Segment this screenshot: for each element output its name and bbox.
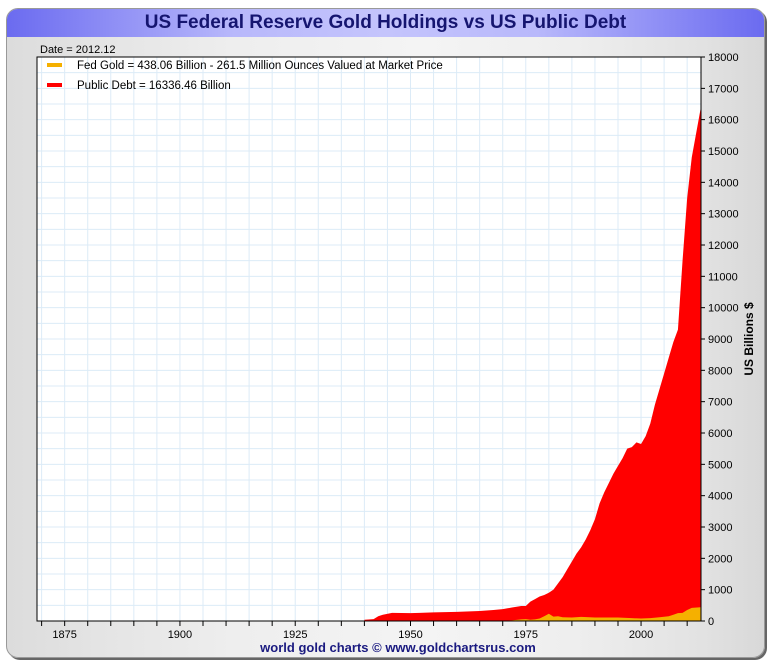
chart-title: US Federal Reserve Gold Holdings vs US P…: [144, 12, 627, 33]
date-label: Date = 2012.12: [40, 44, 116, 56]
y-tick-label: 5000: [708, 459, 732, 471]
y-tick-label: 17000: [708, 83, 739, 95]
y-tick-label: 15000: [708, 146, 739, 158]
x-tick-label: 2000: [629, 629, 653, 641]
x-tick-label: 1900: [168, 629, 192, 641]
y-tick-label: 7000: [708, 397, 732, 409]
x-tick-label: 1925: [283, 629, 307, 641]
y-tick-label: 11000: [708, 271, 738, 283]
y-tick-label: 4000: [708, 491, 732, 503]
y-tick-label: 3000: [708, 522, 732, 534]
y-tick-label: 10000: [708, 303, 739, 315]
y-tick-label: 2000: [708, 553, 732, 565]
legend-entry: Fed Gold = 438.06 Billion - 261.5 Millio…: [77, 60, 443, 72]
title-bar: US Federal Reserve Gold Holdings vs US P…: [7, 9, 764, 37]
y-tick-label: 8000: [708, 365, 732, 377]
y-tick-label: 18000: [708, 52, 739, 64]
legend-entry: Public Debt = 16336.46 Billion: [77, 80, 231, 92]
legend-swatch: [47, 83, 62, 87]
y-tick-label: 16000: [708, 115, 739, 127]
y-tick-label: 6000: [708, 428, 732, 440]
footer-credit: world gold charts © www.goldchartsrus.co…: [259, 640, 536, 655]
legend-swatch: [47, 63, 62, 67]
y-tick-label: 12000: [708, 240, 739, 252]
chart-svg: 1875 1900 1925 1950 1975 2000 0 1000 2000 3000 400…: [36, 44, 756, 655]
y-tick-label: 9000: [708, 334, 732, 346]
x-tick-label: 1950: [398, 629, 422, 641]
area-public-debt: [364, 109, 701, 621]
y-tick-label: 0: [708, 616, 714, 628]
chart-frame: US Federal Reserve Gold Holdings vs US P…: [6, 8, 765, 658]
x-tick-label: 1875: [52, 629, 76, 641]
y-axis-label: US Billions $: [742, 302, 756, 376]
area-fed-gold: [364, 607, 701, 621]
x-tick-label: 1975: [514, 629, 538, 641]
y-tick-label: 14000: [708, 177, 739, 189]
y-tick-label: 1000: [708, 585, 732, 597]
y-tick-label: 13000: [708, 209, 739, 221]
